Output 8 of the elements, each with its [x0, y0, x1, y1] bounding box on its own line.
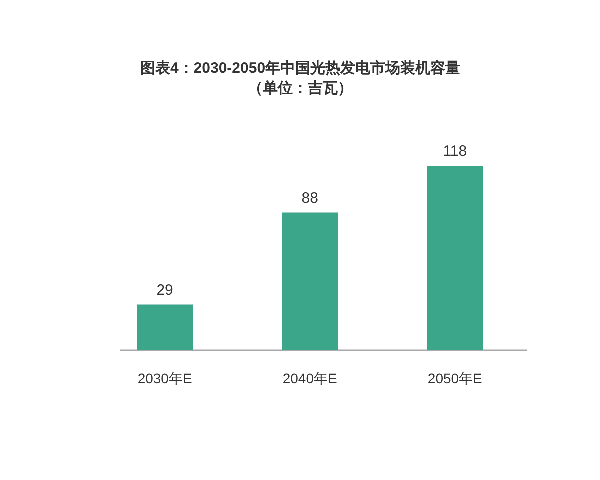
data-label: 88: [302, 190, 318, 207]
data-label: 118: [443, 143, 468, 160]
data-label: 29: [156, 282, 174, 299]
x-tick-label: 2030年E: [138, 370, 192, 386]
chart-subtitle: （单位：吉瓦）: [248, 80, 353, 97]
x-tick-label: 2050年E: [428, 370, 482, 386]
x-tick-label: 2040年E: [282, 370, 338, 386]
chart-title: 图表4：2030-2050年中国光热发电市场装机容量: [140, 59, 461, 77]
